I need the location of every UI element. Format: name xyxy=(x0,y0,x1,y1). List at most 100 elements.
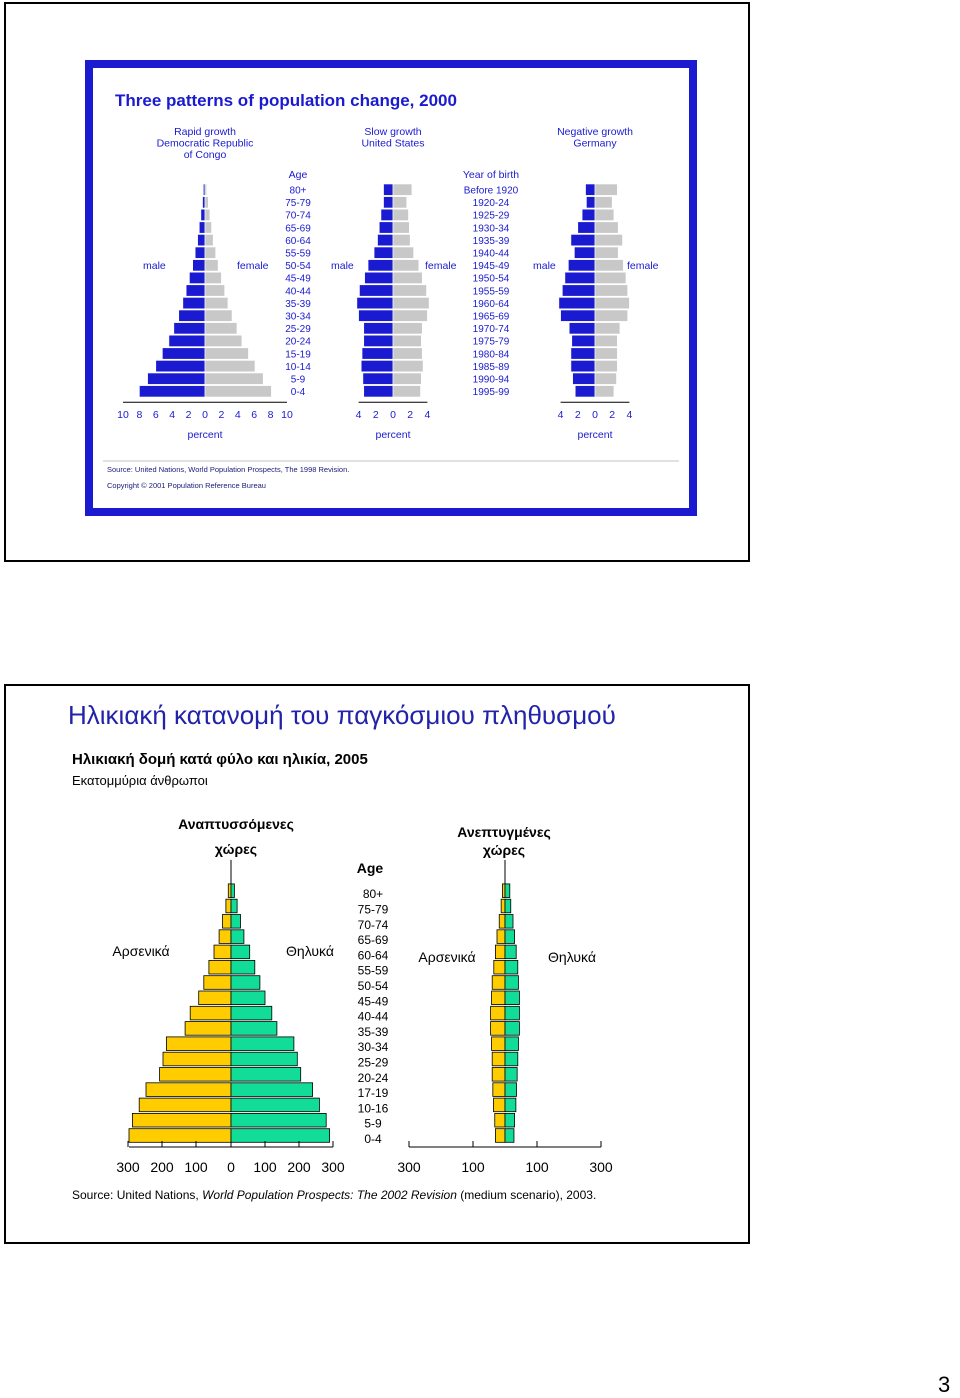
male-bar xyxy=(131,1112,232,1128)
age-label: 55-59 xyxy=(358,964,389,978)
panel-heading-line: United States xyxy=(361,138,424,150)
male-bar xyxy=(185,284,206,297)
age-label: 0-4 xyxy=(291,387,306,398)
female-bar xyxy=(594,221,619,234)
panel-heading-line: Democratic Republic xyxy=(157,138,254,150)
male-bar xyxy=(361,347,394,360)
male-bar xyxy=(490,1005,506,1021)
female-bar xyxy=(392,271,423,284)
age-label: 40-44 xyxy=(358,1010,389,1024)
male-bar xyxy=(574,385,596,398)
age-label: 70-74 xyxy=(358,918,389,932)
page-number: 3 xyxy=(938,1372,951,1397)
female-bar xyxy=(230,1067,302,1082)
male-bar xyxy=(165,1036,232,1051)
female-bar xyxy=(594,234,623,247)
x-tick-label: 6 xyxy=(251,409,257,421)
pyramids-2000-svg: Three patterns of population change, 200… xyxy=(103,91,679,490)
male-bar xyxy=(378,221,394,234)
female-bar xyxy=(392,284,427,297)
female-bar xyxy=(504,1005,520,1021)
male-bar xyxy=(198,990,232,1006)
female-bar xyxy=(392,347,423,360)
male-bar xyxy=(562,284,596,297)
female-bar xyxy=(392,259,420,272)
female-bar xyxy=(594,271,627,284)
age-label: 75-79 xyxy=(358,903,389,917)
x-tick-label: 300 xyxy=(589,1159,613,1175)
x-tick-label: 300 xyxy=(321,1159,345,1175)
female-label: female xyxy=(627,260,659,272)
x-tick-label: 4 xyxy=(424,409,430,421)
female-bar xyxy=(392,183,413,196)
age-label: 15-19 xyxy=(285,349,311,360)
age-label: 60-64 xyxy=(285,236,311,247)
panel-heading-line: Slow growth xyxy=(364,126,421,138)
female-bar xyxy=(230,1112,327,1128)
age-label: 50-54 xyxy=(358,979,389,993)
chart-subtitle: Ηλικιακή δομή κατά φύλο και ηλικία, 2005 xyxy=(72,751,368,768)
age-label: 10-14 xyxy=(285,362,311,373)
female-label: female xyxy=(237,260,269,272)
female-bar xyxy=(230,990,266,1006)
x-tick-label: 100 xyxy=(461,1159,485,1175)
female-bar xyxy=(204,221,212,234)
female-bar xyxy=(230,1097,320,1113)
male-bar xyxy=(570,234,596,247)
male-bar xyxy=(377,234,394,247)
male-bar xyxy=(572,372,596,385)
male-bar xyxy=(496,929,506,944)
age-label: 30-34 xyxy=(358,1040,389,1054)
x-tick-label: 4 xyxy=(626,409,632,421)
age-label: 25-29 xyxy=(358,1056,389,1070)
source-note: Source: United Nations, World Population… xyxy=(72,1188,596,1202)
female-bar xyxy=(594,360,618,373)
right-heading-line2: χώρες xyxy=(483,842,525,858)
female-bar xyxy=(204,322,238,335)
source-suffix: (medium scenario), 2003. xyxy=(456,1188,597,1202)
x-tick-label: 8 xyxy=(268,409,274,421)
age-label: 80+ xyxy=(290,186,307,197)
female-label: Θηλυκά xyxy=(286,943,334,959)
age-label: 5-9 xyxy=(364,1117,382,1131)
male-label: male xyxy=(331,260,354,272)
x-tick-label: 200 xyxy=(287,1159,311,1175)
x-tick-label: 2 xyxy=(373,409,379,421)
birth-label: 1920-24 xyxy=(473,198,510,209)
female-bar xyxy=(392,334,422,347)
female-bar xyxy=(392,372,422,385)
male-bar xyxy=(586,196,596,209)
male-bar xyxy=(494,944,506,960)
female-label: female xyxy=(425,260,457,272)
female-bar xyxy=(204,196,209,209)
female-bar xyxy=(594,334,618,347)
age-label: 50-54 xyxy=(285,261,311,272)
female-bar xyxy=(392,208,409,221)
panel-heading-line: Germany xyxy=(573,138,617,150)
female-bar xyxy=(504,1051,519,1067)
age-header: Age xyxy=(357,860,384,876)
female-bar xyxy=(504,1036,519,1051)
male-bar xyxy=(571,334,596,347)
age-label: 20-24 xyxy=(358,1071,389,1085)
age-label: 55-59 xyxy=(285,249,311,260)
age-label: 25-29 xyxy=(285,324,311,335)
male-bar xyxy=(585,183,596,196)
male-bar xyxy=(560,309,596,322)
male-bar xyxy=(227,883,232,898)
female-bar xyxy=(392,322,423,335)
birth-header: Year of birth xyxy=(463,169,519,181)
female-bar xyxy=(204,385,272,398)
female-bar xyxy=(230,944,251,960)
female-bar xyxy=(392,196,408,209)
x-tick-label: 100 xyxy=(253,1159,277,1175)
birth-label: 1925-29 xyxy=(473,211,510,222)
x-tick-label: 4 xyxy=(169,409,175,421)
female-bar xyxy=(230,1082,313,1097)
male-bar xyxy=(200,208,206,221)
age-label: 70-74 xyxy=(285,211,311,222)
male-label: Αρσενικά xyxy=(418,949,475,965)
x-tick-label: 300 xyxy=(397,1159,421,1175)
male-bar xyxy=(493,959,506,975)
female-bar xyxy=(392,221,410,234)
